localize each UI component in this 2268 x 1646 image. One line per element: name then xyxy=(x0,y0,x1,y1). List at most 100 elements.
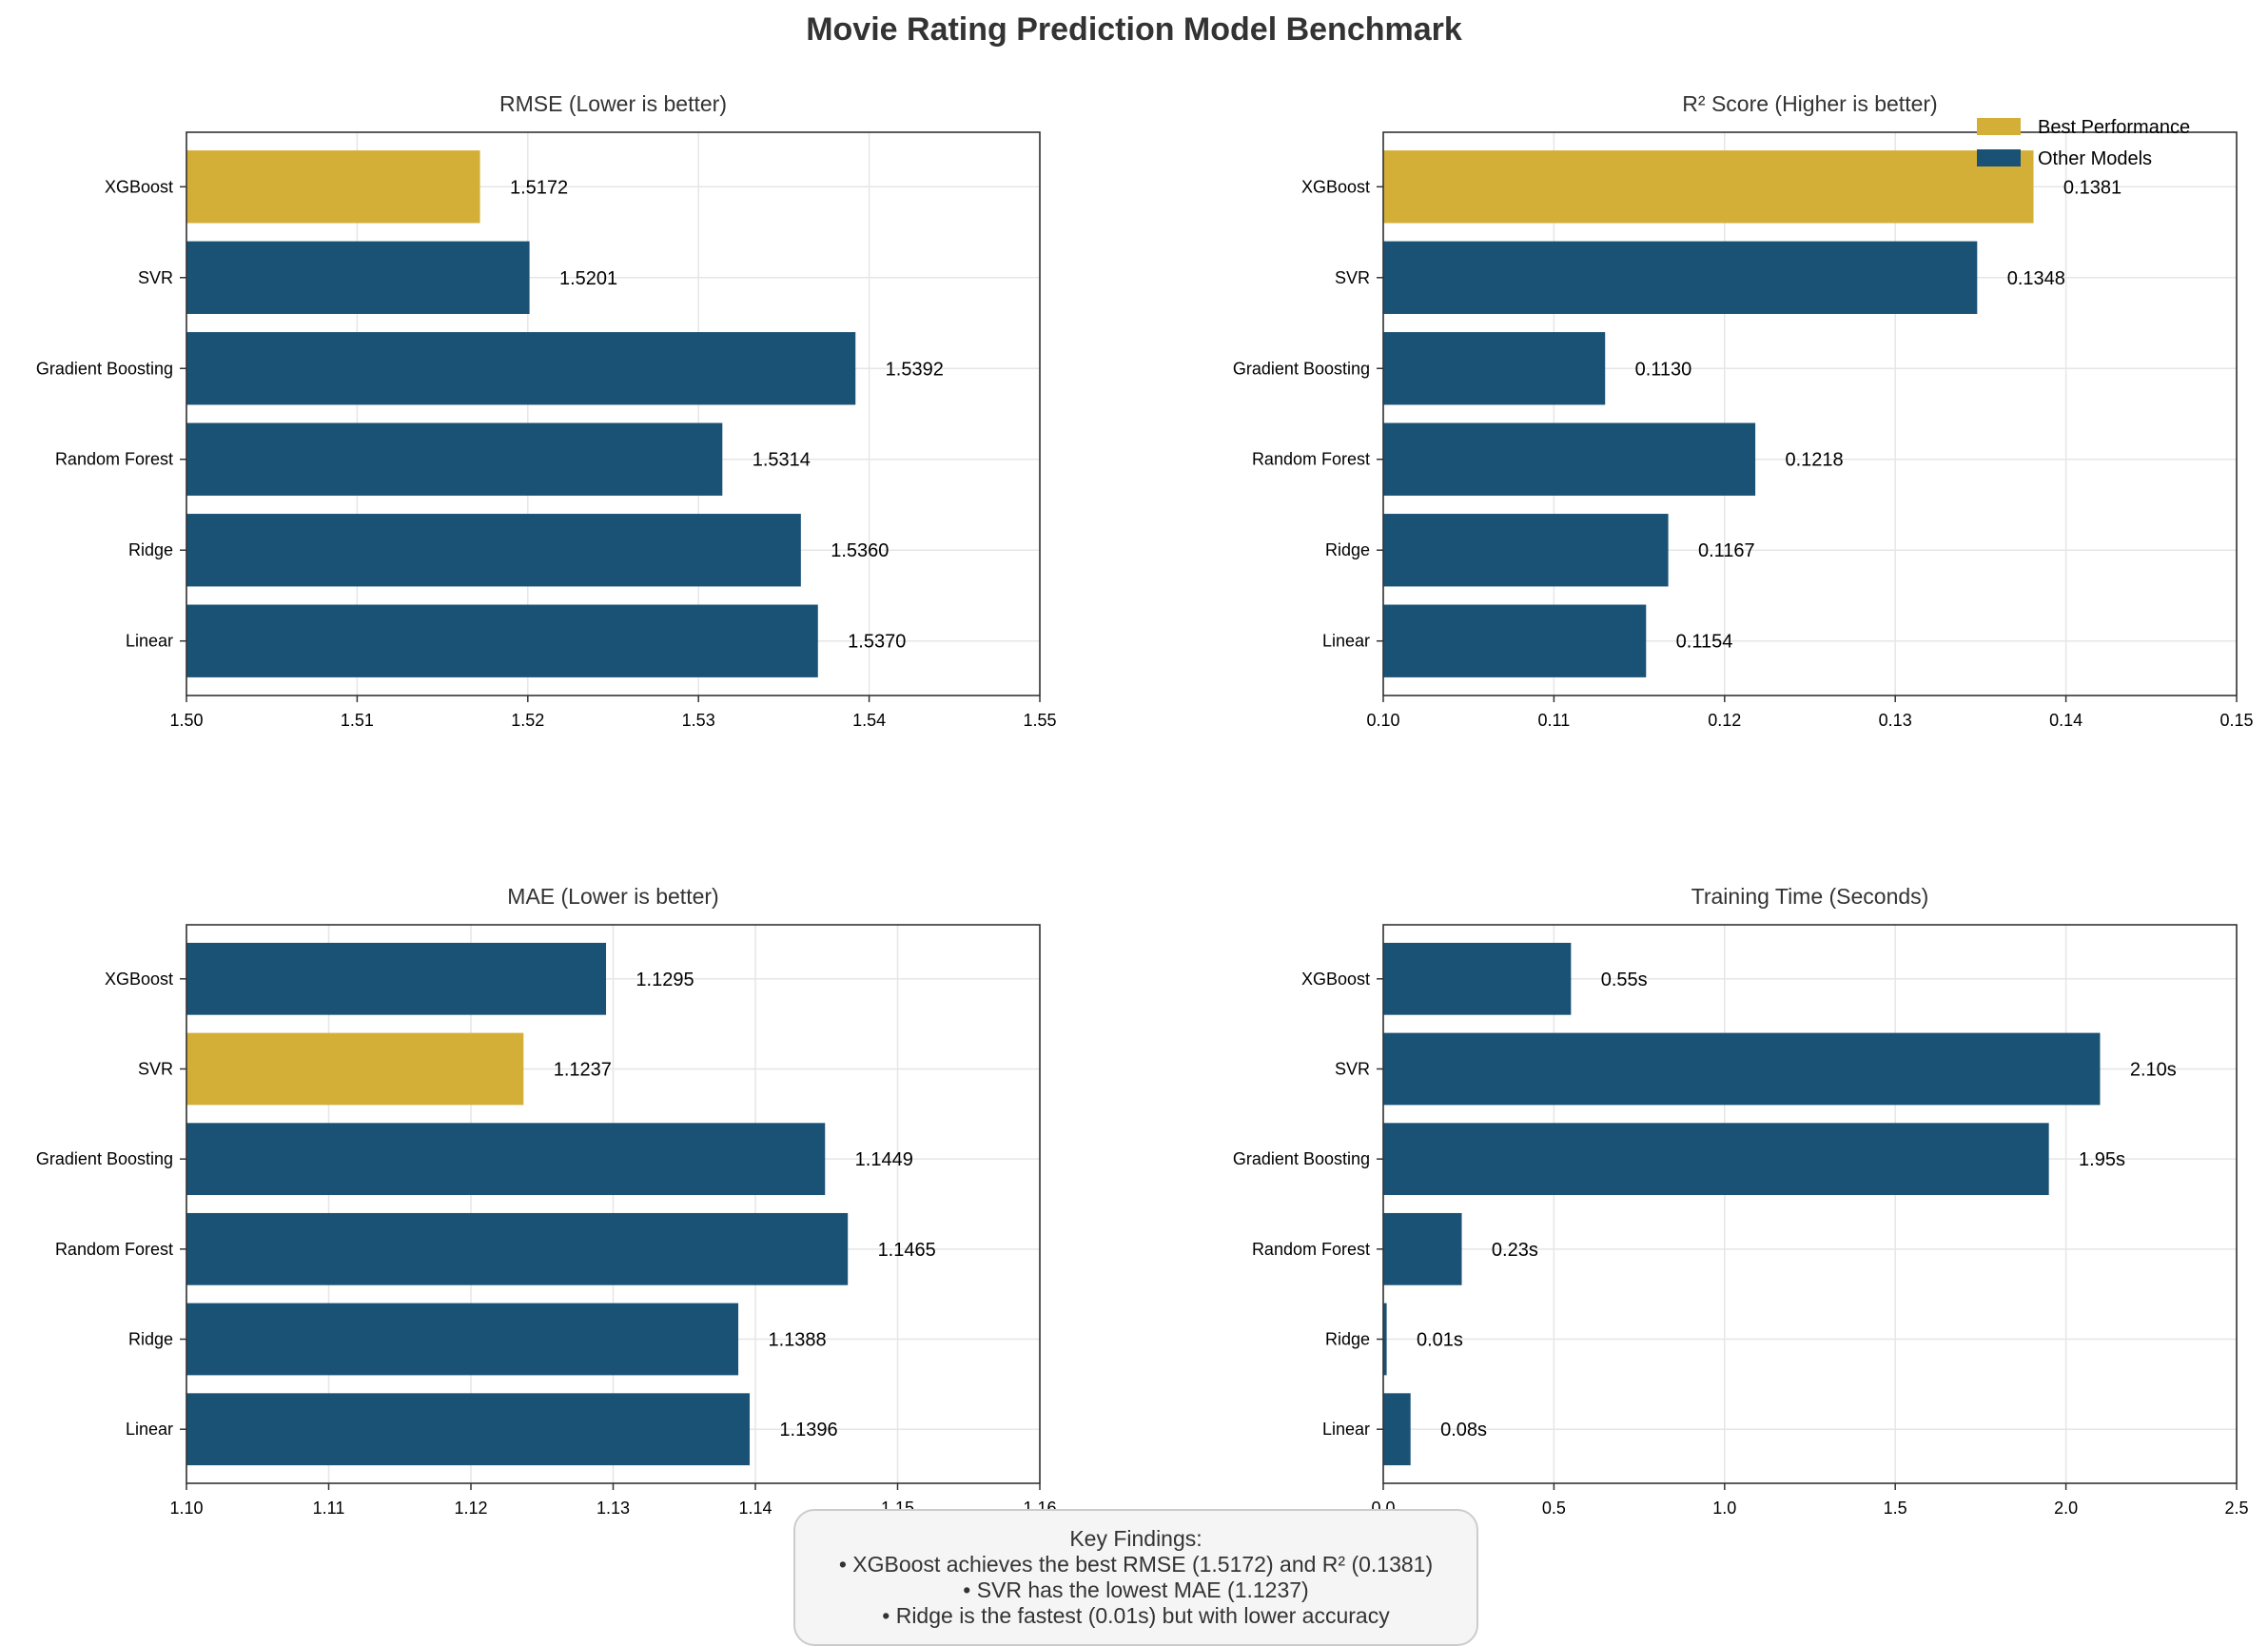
chart-panel: RMSE (Lower is better) 1.50 1.51 1.52 1.53 1.… xyxy=(36,91,1057,730)
y-tick-label: Linear xyxy=(126,632,173,651)
bar xyxy=(1383,604,1647,677)
key-findings-box: Key Findings: • XGBoost achieves the bes… xyxy=(793,1509,1478,1646)
x-tick-label: 1.14 xyxy=(738,1499,772,1518)
bar xyxy=(186,241,530,314)
y-tick-label: XGBoost xyxy=(105,177,173,196)
bar xyxy=(1383,1032,2101,1106)
x-tick-label: 1.54 xyxy=(852,711,886,730)
data-label: 1.1388 xyxy=(768,1330,826,1351)
data-label: 1.5314 xyxy=(753,450,811,471)
data-label: 1.1449 xyxy=(855,1149,913,1170)
data-label: 1.1396 xyxy=(779,1420,837,1440)
y-tick-label: Linear xyxy=(1322,1420,1370,1439)
panel-title: R² Score (Higher is better) xyxy=(1682,91,1937,116)
bar xyxy=(186,1212,849,1285)
x-tick-label: 0.15 xyxy=(2219,711,2253,730)
x-tick-label: 1.50 xyxy=(169,711,203,730)
key-finding-line: • SVR has the lowest MAE (1.1237) xyxy=(963,1577,1309,1602)
data-label: 0.1167 xyxy=(1698,540,1755,561)
x-tick-label: 1.0 xyxy=(1712,1499,1736,1518)
x-tick-label: 1.52 xyxy=(511,711,544,730)
bar xyxy=(1383,1303,1387,1376)
legend-label: Other Models xyxy=(2038,148,2152,169)
data-label: 0.1348 xyxy=(2007,268,2065,289)
bar xyxy=(186,514,801,587)
x-tick-label: 1.11 xyxy=(313,1499,345,1518)
bar xyxy=(186,150,480,224)
data-label: 0.08s xyxy=(1440,1420,1487,1440)
data-label: 0.1218 xyxy=(1785,450,1843,471)
bar xyxy=(1383,1212,1462,1285)
x-tick-label: 0.10 xyxy=(1366,711,1399,730)
data-label: 1.5392 xyxy=(886,359,944,380)
key-finding-line: • Ridge is the fastest (0.01s) but with … xyxy=(882,1603,1390,1628)
bar xyxy=(1383,942,1572,1015)
bar xyxy=(186,942,607,1015)
data-label: 0.23s xyxy=(1492,1240,1538,1261)
bar xyxy=(1383,422,1756,496)
x-tick-label: 1.10 xyxy=(169,1499,203,1518)
x-tick-label: 1.53 xyxy=(682,711,715,730)
data-label: 0.1130 xyxy=(1635,359,1692,380)
data-label: 1.5360 xyxy=(831,540,889,561)
plot-frame xyxy=(1382,131,2238,696)
y-tick-label: Gradient Boosting xyxy=(1233,1149,1370,1168)
y-tick-label: Gradient Boosting xyxy=(1233,359,1370,378)
y-tick-label: XGBoost xyxy=(105,970,173,989)
x-tick-label: 1.5 xyxy=(1884,1499,1907,1518)
y-tick-label: SVR xyxy=(1335,268,1370,287)
chart-panel: R² Score (Higher is better) 0.10 0.11 0.12 0… xyxy=(1233,91,2254,730)
x-tick-label: 0.13 xyxy=(1879,711,1912,730)
y-tick-label: Gradient Boosting xyxy=(36,1149,173,1168)
x-tick-label: 2.0 xyxy=(2054,1499,2078,1518)
x-tick-label: 0.11 xyxy=(1538,711,1571,730)
panel-title: MAE (Lower is better) xyxy=(507,884,718,909)
y-tick-label: Linear xyxy=(126,1420,173,1439)
key-findings-heading: Key Findings: xyxy=(1069,1526,1202,1551)
data-label: 1.5172 xyxy=(510,177,568,198)
bar xyxy=(1383,241,1978,314)
y-tick-label: Random Forest xyxy=(1252,450,1370,469)
legend-label: Best Performance xyxy=(2038,117,2190,138)
plot-frame xyxy=(186,131,1041,696)
data-label: 0.55s xyxy=(1601,970,1648,990)
x-tick-label: 1.13 xyxy=(596,1499,630,1518)
plot-frame xyxy=(1382,924,2238,1484)
y-tick-label: SVR xyxy=(138,268,173,287)
y-tick-label: Ridge xyxy=(128,1330,173,1349)
y-tick-label: XGBoost xyxy=(1301,970,1370,989)
x-tick-label: 1.12 xyxy=(454,1499,487,1518)
y-tick-label: SVR xyxy=(1335,1059,1370,1078)
bar xyxy=(1383,150,2034,224)
chart-panel: MAE (Lower is better) 1.10 1.11 1.12 1.13 1.1… xyxy=(36,884,1057,1518)
data-label: 1.5201 xyxy=(559,268,617,289)
y-tick-label: Random Forest xyxy=(55,450,173,469)
plot-frame xyxy=(186,924,1041,1484)
legend-swatch xyxy=(1977,149,2021,167)
x-tick-label: 0.12 xyxy=(1708,711,1741,730)
data-label: 2.10s xyxy=(2130,1059,2177,1080)
x-tick-label: 1.55 xyxy=(1023,711,1056,730)
y-tick-label: Ridge xyxy=(128,540,173,559)
bar xyxy=(186,332,856,405)
bar xyxy=(186,1032,524,1106)
x-tick-label: 1.51 xyxy=(341,711,374,730)
y-tick-label: Random Forest xyxy=(1252,1240,1370,1259)
bar xyxy=(1383,1123,2049,1196)
chart-panels: RMSE (Lower is better) 1.50 1.51 1.52 1.53 1.… xyxy=(36,91,2254,1518)
bar xyxy=(186,604,818,677)
chart-panel: Training Time (Seconds)0.0 0.5 1.0 1.5 2.0 2.… xyxy=(1233,884,2249,1518)
panel-title: Training Time (Seconds) xyxy=(1691,884,1929,909)
bar xyxy=(1383,332,1606,405)
y-tick-label: Linear xyxy=(1322,632,1370,651)
bar xyxy=(186,1393,751,1466)
bar xyxy=(186,1123,826,1196)
bar xyxy=(1383,1393,1411,1466)
data-label: 1.1295 xyxy=(635,970,694,990)
y-tick-label: XGBoost xyxy=(1301,177,1370,196)
legend: Best Performance Other Models xyxy=(1977,117,2190,169)
y-tick-label: SVR xyxy=(138,1059,173,1078)
legend-swatch xyxy=(1977,118,2021,135)
data-label: 1.5370 xyxy=(848,632,906,653)
